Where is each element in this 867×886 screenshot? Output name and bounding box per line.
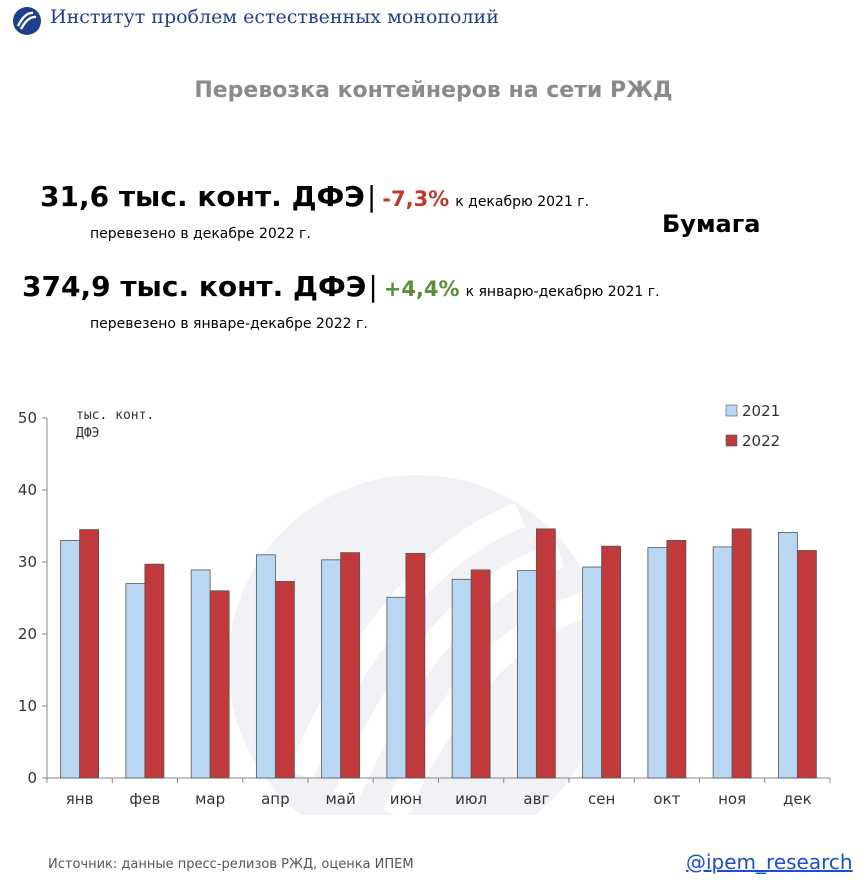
bar-2021-май bbox=[321, 559, 342, 779]
monthly-caption: перевезено в декабре 2022 г. bbox=[90, 226, 311, 242]
bar-2022-апр bbox=[274, 581, 295, 779]
bar-series bbox=[60, 528, 817, 779]
x-tick-label: окт bbox=[653, 790, 680, 808]
institute-logo-icon bbox=[13, 7, 41, 35]
y-tick-label: 30 bbox=[18, 553, 37, 571]
bar-2022-май bbox=[340, 552, 361, 779]
yearly-change: +4,4% bbox=[383, 277, 460, 301]
bar-2021-авг bbox=[516, 570, 537, 779]
bar-2022-мар bbox=[209, 590, 230, 779]
bar-2022-сен bbox=[601, 545, 622, 779]
monthly-comparison: к декабрю 2021 г. bbox=[455, 194, 590, 210]
bar-2022-янв bbox=[79, 529, 100, 779]
yearly-comparison: к январю-декабрю 2021 г. bbox=[465, 284, 660, 300]
legend-label-2022: 2022 bbox=[742, 432, 780, 450]
source-note: Источник: данные пресс-релизов РЖД, оцен… bbox=[48, 857, 414, 872]
bar-2022-ноя bbox=[731, 528, 752, 779]
bar-2021-июл bbox=[451, 578, 472, 779]
monthly-separator: | bbox=[366, 180, 377, 213]
bar-2022-июн bbox=[405, 552, 426, 779]
monthly-change: -7,3% bbox=[382, 187, 450, 211]
container-transport-chart: 0 10 20 30 40 50 янв фев мар апр май июн июл авг сен о… bbox=[18, 402, 831, 815]
x-tick-label: сен bbox=[588, 790, 615, 808]
y-tick-label: 40 bbox=[18, 481, 37, 499]
organization-name: Институт проблем естественных монополий bbox=[50, 6, 499, 28]
bar-2021-июн bbox=[386, 596, 407, 779]
yearly-caption: перевезено в январе-декабре 2022 г. bbox=[90, 316, 368, 332]
x-tick-label: мар bbox=[195, 790, 225, 808]
bar-2021-апр bbox=[255, 554, 276, 779]
legend-label-2021: 2021 bbox=[742, 402, 780, 420]
bar-2022-фев bbox=[144, 563, 165, 779]
yearly-separator: | bbox=[368, 270, 378, 303]
bar-2022-окт bbox=[666, 539, 687, 779]
cargo-type-label: Бумага bbox=[662, 210, 761, 238]
bar-2022-авг bbox=[535, 528, 556, 779]
x-tick-label: ноя bbox=[718, 790, 746, 808]
x-tick-label: май bbox=[325, 790, 355, 808]
y-tick-label: 10 bbox=[18, 697, 37, 715]
bar-2021-мар bbox=[190, 569, 211, 779]
bar-2021-дек bbox=[777, 532, 798, 779]
bar-2021-ноя bbox=[712, 546, 733, 779]
x-tick-label: апр bbox=[261, 790, 290, 808]
x-tick-label: янв bbox=[66, 790, 94, 808]
bar-2022-июл bbox=[470, 569, 491, 779]
x-tick-label: фев bbox=[129, 790, 160, 808]
research-handle-link[interactable]: @ipem_research bbox=[686, 850, 853, 874]
page-title: Перевозка контейнеров на сети РЖД bbox=[194, 78, 673, 103]
yearly-stat: 374,9 тыс. конт. ДФЭ | +4,4% к январю-де… bbox=[22, 270, 660, 303]
x-tick-label: дек bbox=[783, 790, 812, 808]
bar-2022-дек bbox=[796, 550, 817, 779]
y-tick-label: 50 bbox=[18, 409, 37, 427]
monthly-stat: 31,6 тыс. конт. ДФЭ | -7,3% к декабрю 20… bbox=[40, 180, 589, 213]
bar-2021-сен bbox=[582, 566, 603, 779]
y-tick-label: 0 bbox=[27, 769, 37, 787]
x-axis: янв фев мар апр май июн июл авг сен окт ноя дек bbox=[46, 777, 831, 808]
y-unit-label-line: тыс. конт. bbox=[76, 408, 154, 423]
y-axis: 0 10 20 30 40 50 bbox=[18, 409, 48, 787]
bar-2021-янв bbox=[60, 539, 81, 779]
bar-2021-фев bbox=[125, 583, 146, 779]
legend-swatch-2022 bbox=[725, 434, 738, 447]
yearly-volume: 374,9 тыс. конт. ДФЭ bbox=[22, 270, 367, 303]
chart-legend: 2021 2022 bbox=[725, 402, 780, 450]
x-tick-label: июн bbox=[390, 790, 422, 808]
y-unit-label-line: ДФЭ bbox=[76, 426, 99, 441]
x-tick-label: авг bbox=[523, 790, 549, 808]
y-unit-label: тыс. конт. ДФЭ bbox=[76, 408, 154, 441]
bar-2021-окт bbox=[647, 547, 668, 779]
x-tick-label: июл bbox=[455, 790, 487, 808]
y-tick-label: 20 bbox=[18, 625, 37, 643]
legend-swatch-2021 bbox=[725, 404, 738, 417]
monthly-volume: 31,6 тыс. конт. ДФЭ bbox=[40, 180, 365, 213]
